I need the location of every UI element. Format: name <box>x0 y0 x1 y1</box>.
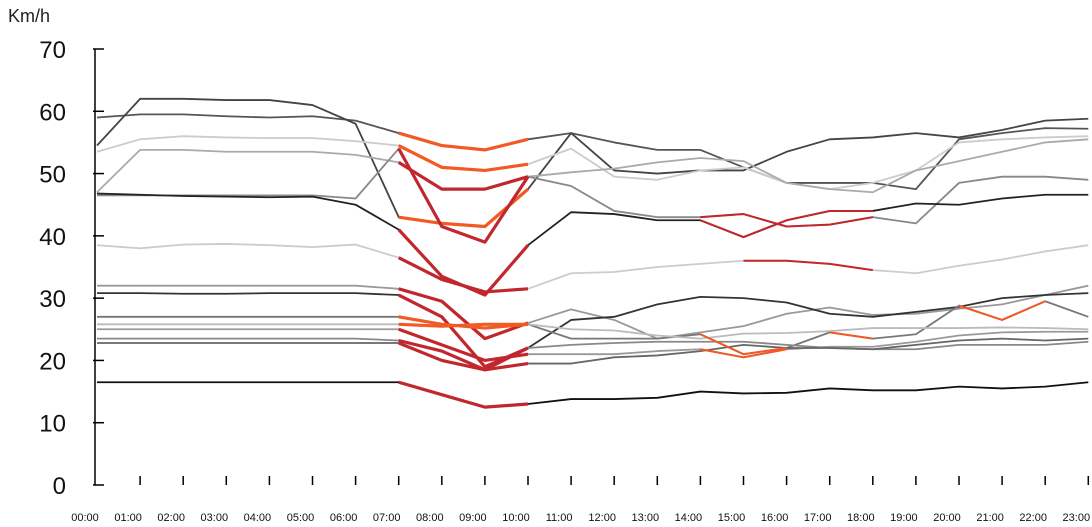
series-highlight-segment <box>958 300 1046 321</box>
x-tick-label: 19:00 <box>890 512 918 524</box>
series-line <box>97 328 1089 362</box>
series-line <box>97 147 1089 243</box>
x-tick-label: 18:00 <box>847 512 875 524</box>
x-tick-label: 12:00 <box>588 512 616 524</box>
series-line <box>96 135 1089 191</box>
x-tick-label: 06:00 <box>330 512 358 524</box>
x-tick-label: 20:00 <box>933 512 961 524</box>
series-line <box>96 192 1089 296</box>
series-highlight-segment <box>700 213 873 228</box>
y-tick-label: 70 <box>39 37 66 64</box>
series-line <box>96 243 1089 293</box>
x-tick-label: 21:00 <box>976 512 1004 524</box>
chart-series <box>96 97 1089 409</box>
x-tick-label: 01:00 <box>114 512 142 524</box>
chart-axes: 0 10 20 30 40 50 60 70 00:00 01:00 02:00 03:00 04:00… <box>39 37 1090 524</box>
x-tick-label: 10:00 <box>502 512 530 524</box>
series-highlight-segment <box>829 331 873 340</box>
series-highlight-segment <box>398 380 529 409</box>
x-tick-label: 02:00 <box>157 512 185 524</box>
y-tick-label: 60 <box>39 99 66 126</box>
x-tick-label: 04:00 <box>244 512 272 524</box>
y-axis-unit-label: Km/h <box>8 6 51 26</box>
y-tick-label: 20 <box>39 348 66 375</box>
series-highlight-segment <box>397 161 529 191</box>
x-tick-label: 11:00 <box>546 512 573 524</box>
series-line <box>97 300 1089 356</box>
series-highlight-segment <box>398 322 528 328</box>
x-tick-label: 00:00 <box>71 512 99 524</box>
series-line <box>96 97 1089 228</box>
series-highlight-segment <box>397 147 530 244</box>
x-tick-label: 16:00 <box>761 512 789 524</box>
x-tick-label: 14:00 <box>675 512 703 524</box>
series-highlight-segment <box>700 209 873 239</box>
y-tick-label: 40 <box>39 224 66 251</box>
y-tick-label: 0 <box>53 473 66 500</box>
y-tick-label: 30 <box>39 286 66 313</box>
series-highlight-segment <box>397 256 529 294</box>
series-highlight-segment <box>398 131 529 152</box>
series-highlight-segment <box>397 144 529 173</box>
y-tick-label: 50 <box>39 162 66 189</box>
series-line <box>96 113 1089 191</box>
series-line <box>97 284 1089 340</box>
series-line <box>97 381 1089 409</box>
series-highlight-segment <box>700 348 787 359</box>
series-line <box>96 138 1089 194</box>
series-line <box>97 323 1089 340</box>
x-tick-label: 15:00 <box>718 512 746 524</box>
series-highlight-segment <box>699 333 787 356</box>
series-highlight-segment <box>398 341 529 372</box>
chart-highlights <box>397 131 1046 409</box>
x-tick-label: 09:00 <box>459 512 487 524</box>
x-tick-label: 13:00 <box>632 512 660 524</box>
x-tick-label: 03:00 <box>201 512 229 524</box>
x-tick-label: 07:00 <box>373 512 401 524</box>
x-tick-label: 08:00 <box>416 512 444 524</box>
series-line <box>97 337 1089 371</box>
x-tick-label: 17:00 <box>804 512 832 524</box>
x-tick-label: 22:00 <box>1019 512 1047 524</box>
x-tick-label: 05:00 <box>287 512 315 524</box>
series-highlight-segment <box>398 287 529 341</box>
series-line <box>97 337 1089 371</box>
series-line <box>97 292 1089 368</box>
series-highlight-segment <box>743 259 873 272</box>
x-tick-label: 23:00 <box>1063 512 1091 524</box>
series-highlight-segment <box>398 338 529 372</box>
y-tick-label: 10 <box>39 411 66 438</box>
